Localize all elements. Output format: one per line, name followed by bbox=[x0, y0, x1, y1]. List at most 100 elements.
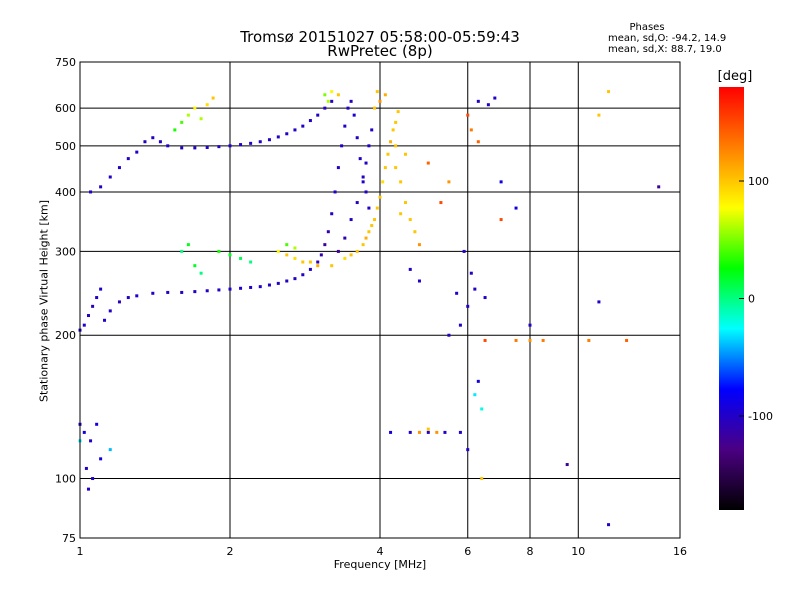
data-point bbox=[276, 135, 280, 139]
data-point bbox=[541, 338, 545, 342]
data-point bbox=[528, 323, 532, 327]
data-point bbox=[408, 218, 412, 222]
data-point bbox=[293, 128, 297, 132]
data-point bbox=[323, 106, 327, 110]
data-point bbox=[361, 180, 365, 184]
data-point bbox=[308, 260, 312, 264]
x-tick-label: 1 bbox=[77, 545, 84, 558]
colorbar-label: [deg] bbox=[717, 69, 753, 84]
data-point bbox=[239, 286, 243, 290]
data-point bbox=[103, 318, 107, 322]
data-point bbox=[89, 439, 93, 443]
data-point bbox=[499, 180, 503, 184]
data-points bbox=[78, 90, 661, 527]
data-point bbox=[375, 206, 379, 210]
data-point bbox=[349, 218, 353, 222]
data-point bbox=[340, 144, 344, 148]
data-point bbox=[375, 90, 379, 94]
y-axis-label: Stationary phase Virtual Height [km] bbox=[37, 199, 51, 403]
data-point bbox=[173, 128, 177, 132]
data-point bbox=[378, 99, 382, 103]
data-point bbox=[108, 175, 112, 179]
data-point bbox=[249, 285, 253, 289]
data-point bbox=[426, 427, 430, 431]
data-point bbox=[447, 333, 451, 337]
y-tick-label: 200 bbox=[55, 329, 76, 342]
data-point bbox=[180, 120, 184, 124]
data-point bbox=[469, 271, 473, 275]
data-point bbox=[493, 96, 497, 100]
data-point bbox=[319, 253, 323, 257]
data-point bbox=[99, 457, 103, 461]
data-point bbox=[587, 338, 591, 342]
data-point bbox=[403, 201, 407, 205]
data-point bbox=[239, 143, 243, 147]
data-point bbox=[166, 144, 170, 148]
chart-title: Tromsø 20151027 05:58:00-05:59:43 bbox=[240, 28, 520, 46]
data-point bbox=[82, 323, 86, 327]
data-point bbox=[396, 110, 400, 114]
data-point bbox=[330, 264, 334, 268]
data-point bbox=[386, 152, 390, 156]
data-point bbox=[323, 243, 327, 247]
data-point bbox=[455, 291, 459, 295]
data-point bbox=[193, 264, 197, 268]
data-point bbox=[336, 166, 340, 170]
data-point bbox=[447, 180, 451, 184]
data-point bbox=[217, 249, 221, 253]
data-point bbox=[205, 289, 209, 293]
y-tick-label: 500 bbox=[55, 140, 76, 153]
data-point bbox=[333, 190, 337, 194]
data-point bbox=[528, 338, 532, 342]
data-point bbox=[480, 407, 484, 411]
data-point bbox=[228, 253, 232, 257]
data-point bbox=[389, 430, 393, 434]
data-point bbox=[394, 120, 398, 124]
data-point bbox=[417, 243, 421, 247]
data-point bbox=[228, 144, 232, 148]
data-point bbox=[370, 128, 374, 132]
data-point bbox=[205, 145, 209, 149]
data-point bbox=[358, 157, 362, 161]
data-point bbox=[301, 124, 305, 128]
data-point bbox=[99, 185, 103, 189]
data-point bbox=[355, 201, 359, 205]
data-point bbox=[301, 260, 305, 264]
data-point bbox=[486, 103, 490, 107]
data-point bbox=[565, 463, 569, 467]
data-point bbox=[135, 294, 139, 298]
data-point bbox=[326, 99, 330, 103]
data-point bbox=[239, 256, 243, 260]
data-point bbox=[180, 249, 184, 253]
data-point bbox=[361, 243, 365, 247]
data-point bbox=[391, 128, 395, 132]
x-axis-ticks: 1 2 4 6 8 10 16 bbox=[77, 545, 688, 558]
data-point bbox=[435, 430, 439, 434]
data-point bbox=[186, 243, 190, 247]
data-point bbox=[228, 287, 232, 291]
data-point bbox=[301, 273, 305, 277]
data-point bbox=[316, 264, 320, 268]
data-point bbox=[285, 132, 289, 136]
data-point bbox=[426, 161, 430, 165]
data-point bbox=[293, 277, 297, 281]
data-point bbox=[349, 253, 353, 257]
data-point bbox=[108, 448, 112, 452]
data-point bbox=[408, 430, 412, 434]
data-point bbox=[466, 304, 470, 308]
y-tick-label: 100 bbox=[55, 473, 76, 486]
data-point bbox=[316, 260, 320, 264]
data-point bbox=[217, 145, 221, 149]
data-point bbox=[95, 422, 99, 426]
data-point bbox=[394, 144, 398, 148]
data-point bbox=[143, 140, 147, 144]
data-point bbox=[108, 309, 112, 313]
data-point bbox=[399, 180, 403, 184]
data-point bbox=[89, 190, 93, 194]
data-point bbox=[514, 206, 518, 210]
data-point bbox=[91, 477, 95, 481]
data-point bbox=[458, 323, 462, 327]
data-point bbox=[499, 218, 503, 222]
data-point bbox=[439, 201, 443, 205]
data-point bbox=[336, 93, 340, 97]
